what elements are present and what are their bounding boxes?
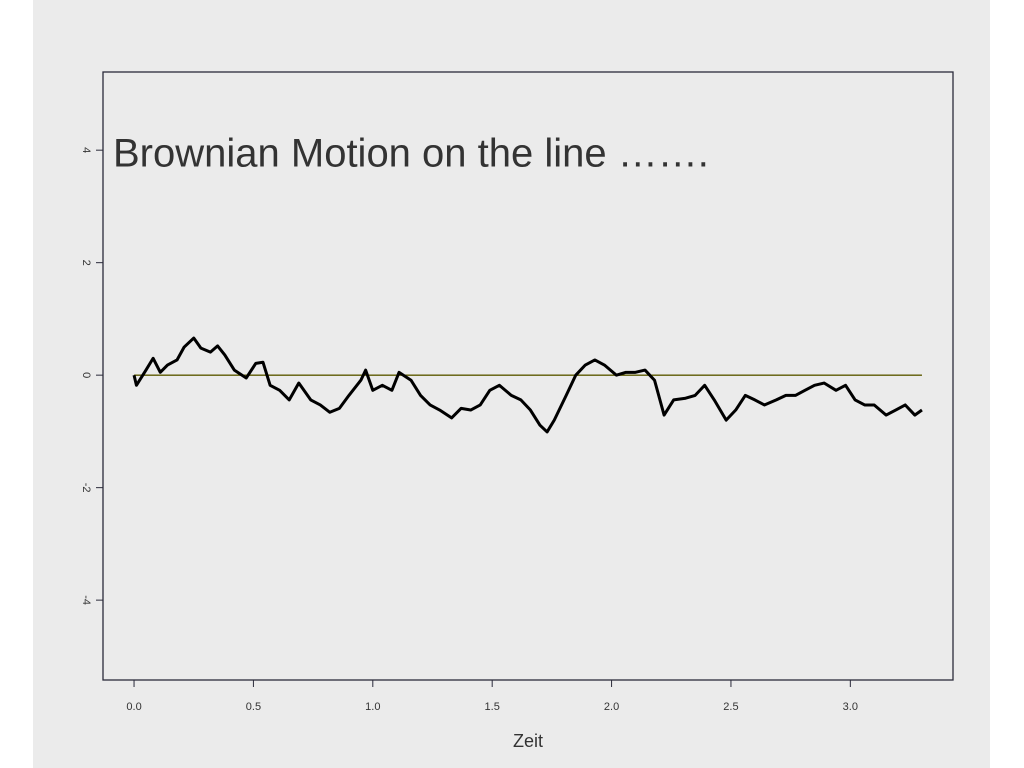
x-tick-label: 1.0 [365, 701, 380, 713]
chart-title: Brownian Motion on the line ……. [113, 132, 709, 176]
y-tick-label: -4 [80, 595, 92, 605]
x-tick-label: 3.0 [843, 701, 858, 713]
y-tick-label: 0 [80, 372, 92, 378]
x-tick-label: 2.0 [604, 701, 619, 713]
x-axis-label: Zeit [513, 731, 543, 751]
slide-background [33, 0, 990, 768]
x-tick-label: 0.5 [246, 701, 261, 713]
y-tick-label: 2 [80, 260, 92, 266]
y-tick-label: 4 [80, 147, 92, 153]
data-line [132, 336, 923, 434]
x-tick-label: 0.0 [126, 701, 141, 713]
y-tick-label: -2 [80, 483, 92, 493]
x-tick-label: 2.5 [723, 701, 738, 713]
x-tick-label: 1.5 [485, 701, 500, 713]
